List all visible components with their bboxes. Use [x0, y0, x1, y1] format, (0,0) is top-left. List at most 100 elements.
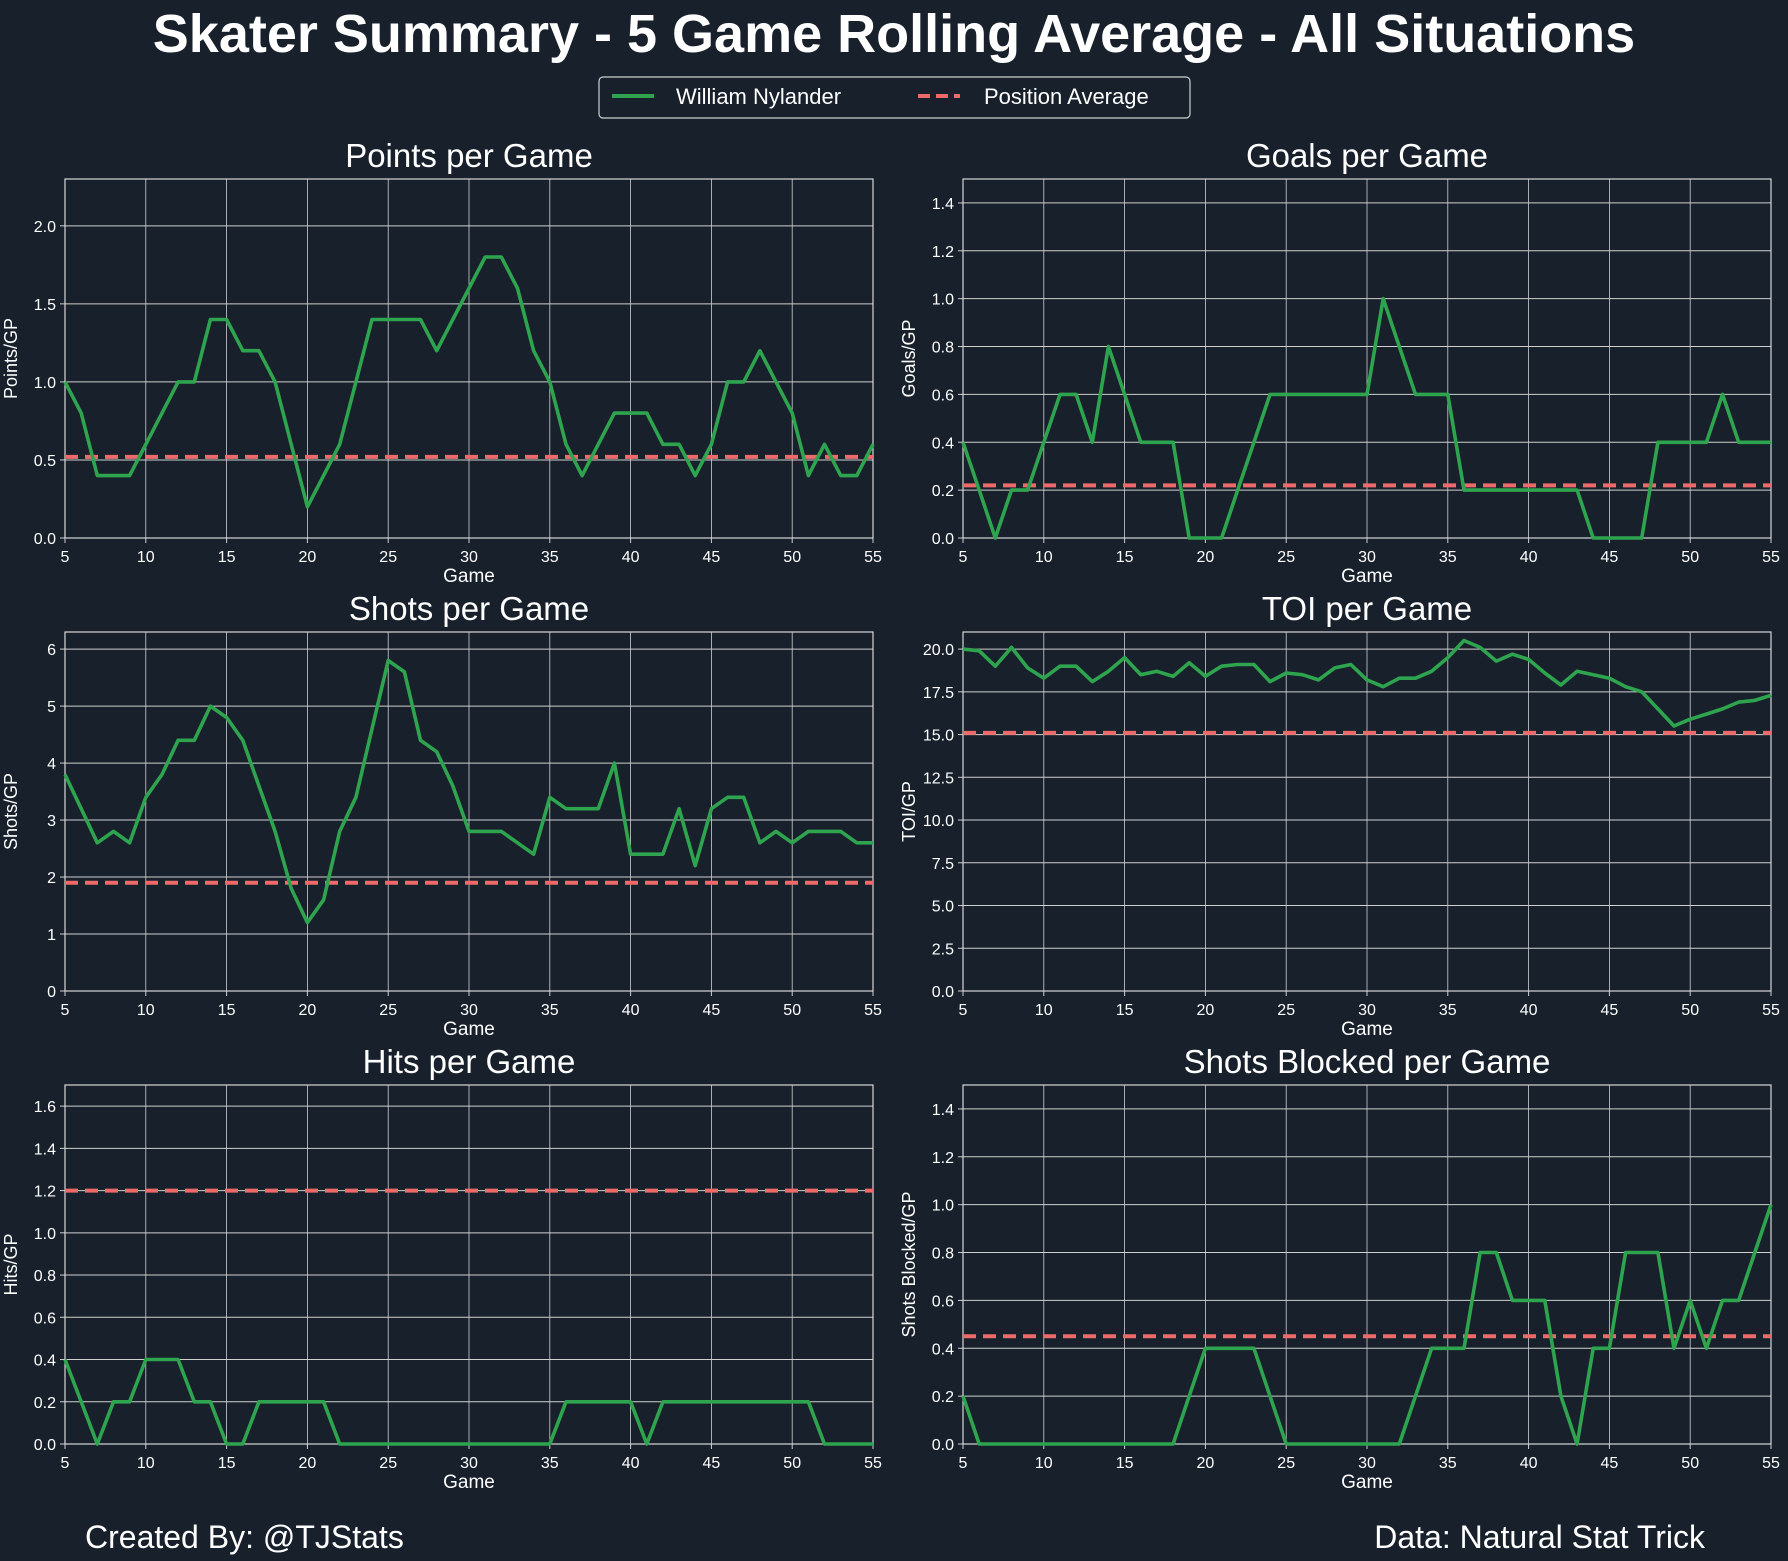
y-tick-label: 10.0 [923, 813, 954, 830]
y-axis-label: Points/GP [1, 318, 21, 399]
x-tick-label: 45 [703, 1455, 721, 1472]
x-tick-label: 10 [137, 1455, 155, 1472]
x-tick-label: 50 [783, 1455, 801, 1472]
x-tick-label: 10 [137, 1002, 155, 1019]
y-tick-label: 0.2 [932, 1389, 954, 1406]
x-tick-label: 10 [1035, 1455, 1053, 1472]
panel-title: Hits per Game [363, 1043, 576, 1080]
y-tick-label: 0.8 [932, 1246, 954, 1263]
y-tick-label: 0.2 [932, 483, 954, 500]
x-tick-label: 15 [218, 1002, 236, 1019]
y-axis-label: Hits/GP [1, 1233, 21, 1295]
x-tick-label: 30 [1358, 1455, 1376, 1472]
x-tick-label: 55 [1762, 1002, 1780, 1019]
x-tick-label: 25 [1277, 1002, 1295, 1019]
x-tick-label: 20 [1197, 549, 1215, 566]
y-tick-label: 1.0 [34, 375, 56, 392]
panel-hits-per-game: Hits per Game 5 10 15 20 25 30 35 40 45 50 55 0.0 0.2… [1, 1043, 882, 1493]
legend: William Nylander Position Average [598, 76, 1191, 119]
y-tick-label: 1.2 [34, 1184, 56, 1201]
x-tick-label: 5 [959, 549, 968, 566]
y-tick-label: 6 [47, 642, 56, 659]
y-tick-label: 1.0 [34, 1226, 56, 1243]
x-tick-label: 50 [783, 549, 801, 566]
x-tick-label: 15 [218, 549, 236, 566]
x-tick-label: 40 [1520, 1002, 1538, 1019]
panel-toi-per-game: TOI per Game 5 10 15 20 25 30 35 40 45 50 55 0.0 2.5 5… [899, 590, 1780, 1040]
panel-title: Shots per Game [349, 590, 589, 627]
y-tick-label: 0.0 [932, 531, 954, 548]
x-axis-label: Game [1341, 1019, 1393, 1040]
x-tick-label: 15 [218, 1455, 236, 1472]
y-tick-label: 0.4 [932, 1341, 954, 1358]
y-tick-label: 2.0 [34, 219, 56, 236]
y-tick-label: 20.0 [923, 642, 954, 659]
x-tick-label: 35 [541, 549, 559, 566]
y-tick-label: 5 [47, 699, 56, 716]
y-tick-label: 0.0 [34, 531, 56, 548]
axes-frame [962, 631, 1772, 992]
axes-frame [64, 631, 874, 992]
y-tick-label: 1.0 [932, 1198, 954, 1215]
x-tick-label: 10 [1035, 549, 1053, 566]
y-tick-label: 4 [47, 756, 56, 773]
axes-frame [962, 178, 1772, 539]
panel-title: Goals per Game [1246, 137, 1488, 174]
x-tick-label: 30 [460, 1455, 478, 1472]
axes-frame [64, 178, 874, 539]
x-tick-label: 25 [1277, 549, 1295, 566]
x-tick-label: 25 [1277, 1455, 1295, 1472]
x-tick-label: 55 [864, 1455, 882, 1472]
x-tick-label: 25 [379, 549, 397, 566]
legend-player-label: William Nylander [676, 84, 841, 109]
y-tick-label: 15.0 [923, 728, 954, 745]
x-tick-label: 45 [703, 549, 721, 566]
x-tick-label: 35 [541, 1455, 559, 1472]
x-tick-label: 50 [1681, 1002, 1699, 1019]
x-tick-label: 45 [703, 1002, 721, 1019]
footer-source: Data: Natural Stat Trick [1374, 1519, 1706, 1555]
y-tick-label: 2.5 [932, 941, 954, 958]
y-tick-label: 1.2 [932, 244, 954, 261]
y-tick-label: 1.2 [932, 1150, 954, 1167]
panel-goals-per-game: Goals per Game 5 10 15 20 25 30 35 40 45 50 55 0.0 0.… [899, 137, 1780, 587]
x-tick-label: 50 [783, 1002, 801, 1019]
y-axis-label: TOI/GP [899, 781, 919, 842]
x-tick-label: 35 [1439, 1002, 1457, 1019]
x-tick-label: 5 [959, 1002, 968, 1019]
x-tick-label: 45 [1601, 1002, 1619, 1019]
x-tick-label: 55 [1762, 1455, 1780, 1472]
panel-title: Shots Blocked per Game [1184, 1043, 1551, 1080]
x-tick-label: 40 [1520, 549, 1538, 566]
y-tick-label: 0.5 [34, 453, 56, 470]
y-tick-label: 0 [47, 984, 56, 1001]
x-tick-label: 20 [299, 549, 317, 566]
y-tick-label: 1.4 [932, 196, 954, 213]
y-tick-label: 0.4 [34, 1353, 56, 1370]
figure-title: Skater Summary - 5 Game Rolling Average … [153, 4, 1635, 64]
x-tick-label: 40 [622, 1455, 640, 1472]
x-tick-label: 35 [1439, 1455, 1457, 1472]
y-tick-label: 0.0 [932, 1437, 954, 1454]
y-tick-label: 1.5 [34, 297, 56, 314]
y-axis-label: Shots Blocked/GP [899, 1191, 919, 1337]
y-tick-label: 1.4 [932, 1102, 954, 1119]
x-tick-label: 35 [541, 1002, 559, 1019]
y-tick-label: 5.0 [932, 899, 954, 916]
x-tick-label: 20 [299, 1002, 317, 1019]
y-tick-label: 0.6 [34, 1310, 56, 1327]
x-tick-label: 15 [1116, 1002, 1134, 1019]
x-tick-label: 40 [1520, 1455, 1538, 1472]
y-tick-label: 1.0 [932, 292, 954, 309]
x-axis-label: Game [443, 1472, 495, 1493]
x-tick-label: 25 [379, 1455, 397, 1472]
y-tick-label: 0.0 [932, 984, 954, 1001]
x-tick-label: 30 [460, 1002, 478, 1019]
y-tick-label: 0.2 [34, 1395, 56, 1412]
y-tick-label: 0.6 [932, 387, 954, 404]
x-tick-label: 15 [1116, 549, 1134, 566]
x-tick-label: 45 [1601, 1455, 1619, 1472]
y-tick-label: 0.6 [932, 1293, 954, 1310]
x-tick-label: 40 [622, 1002, 640, 1019]
